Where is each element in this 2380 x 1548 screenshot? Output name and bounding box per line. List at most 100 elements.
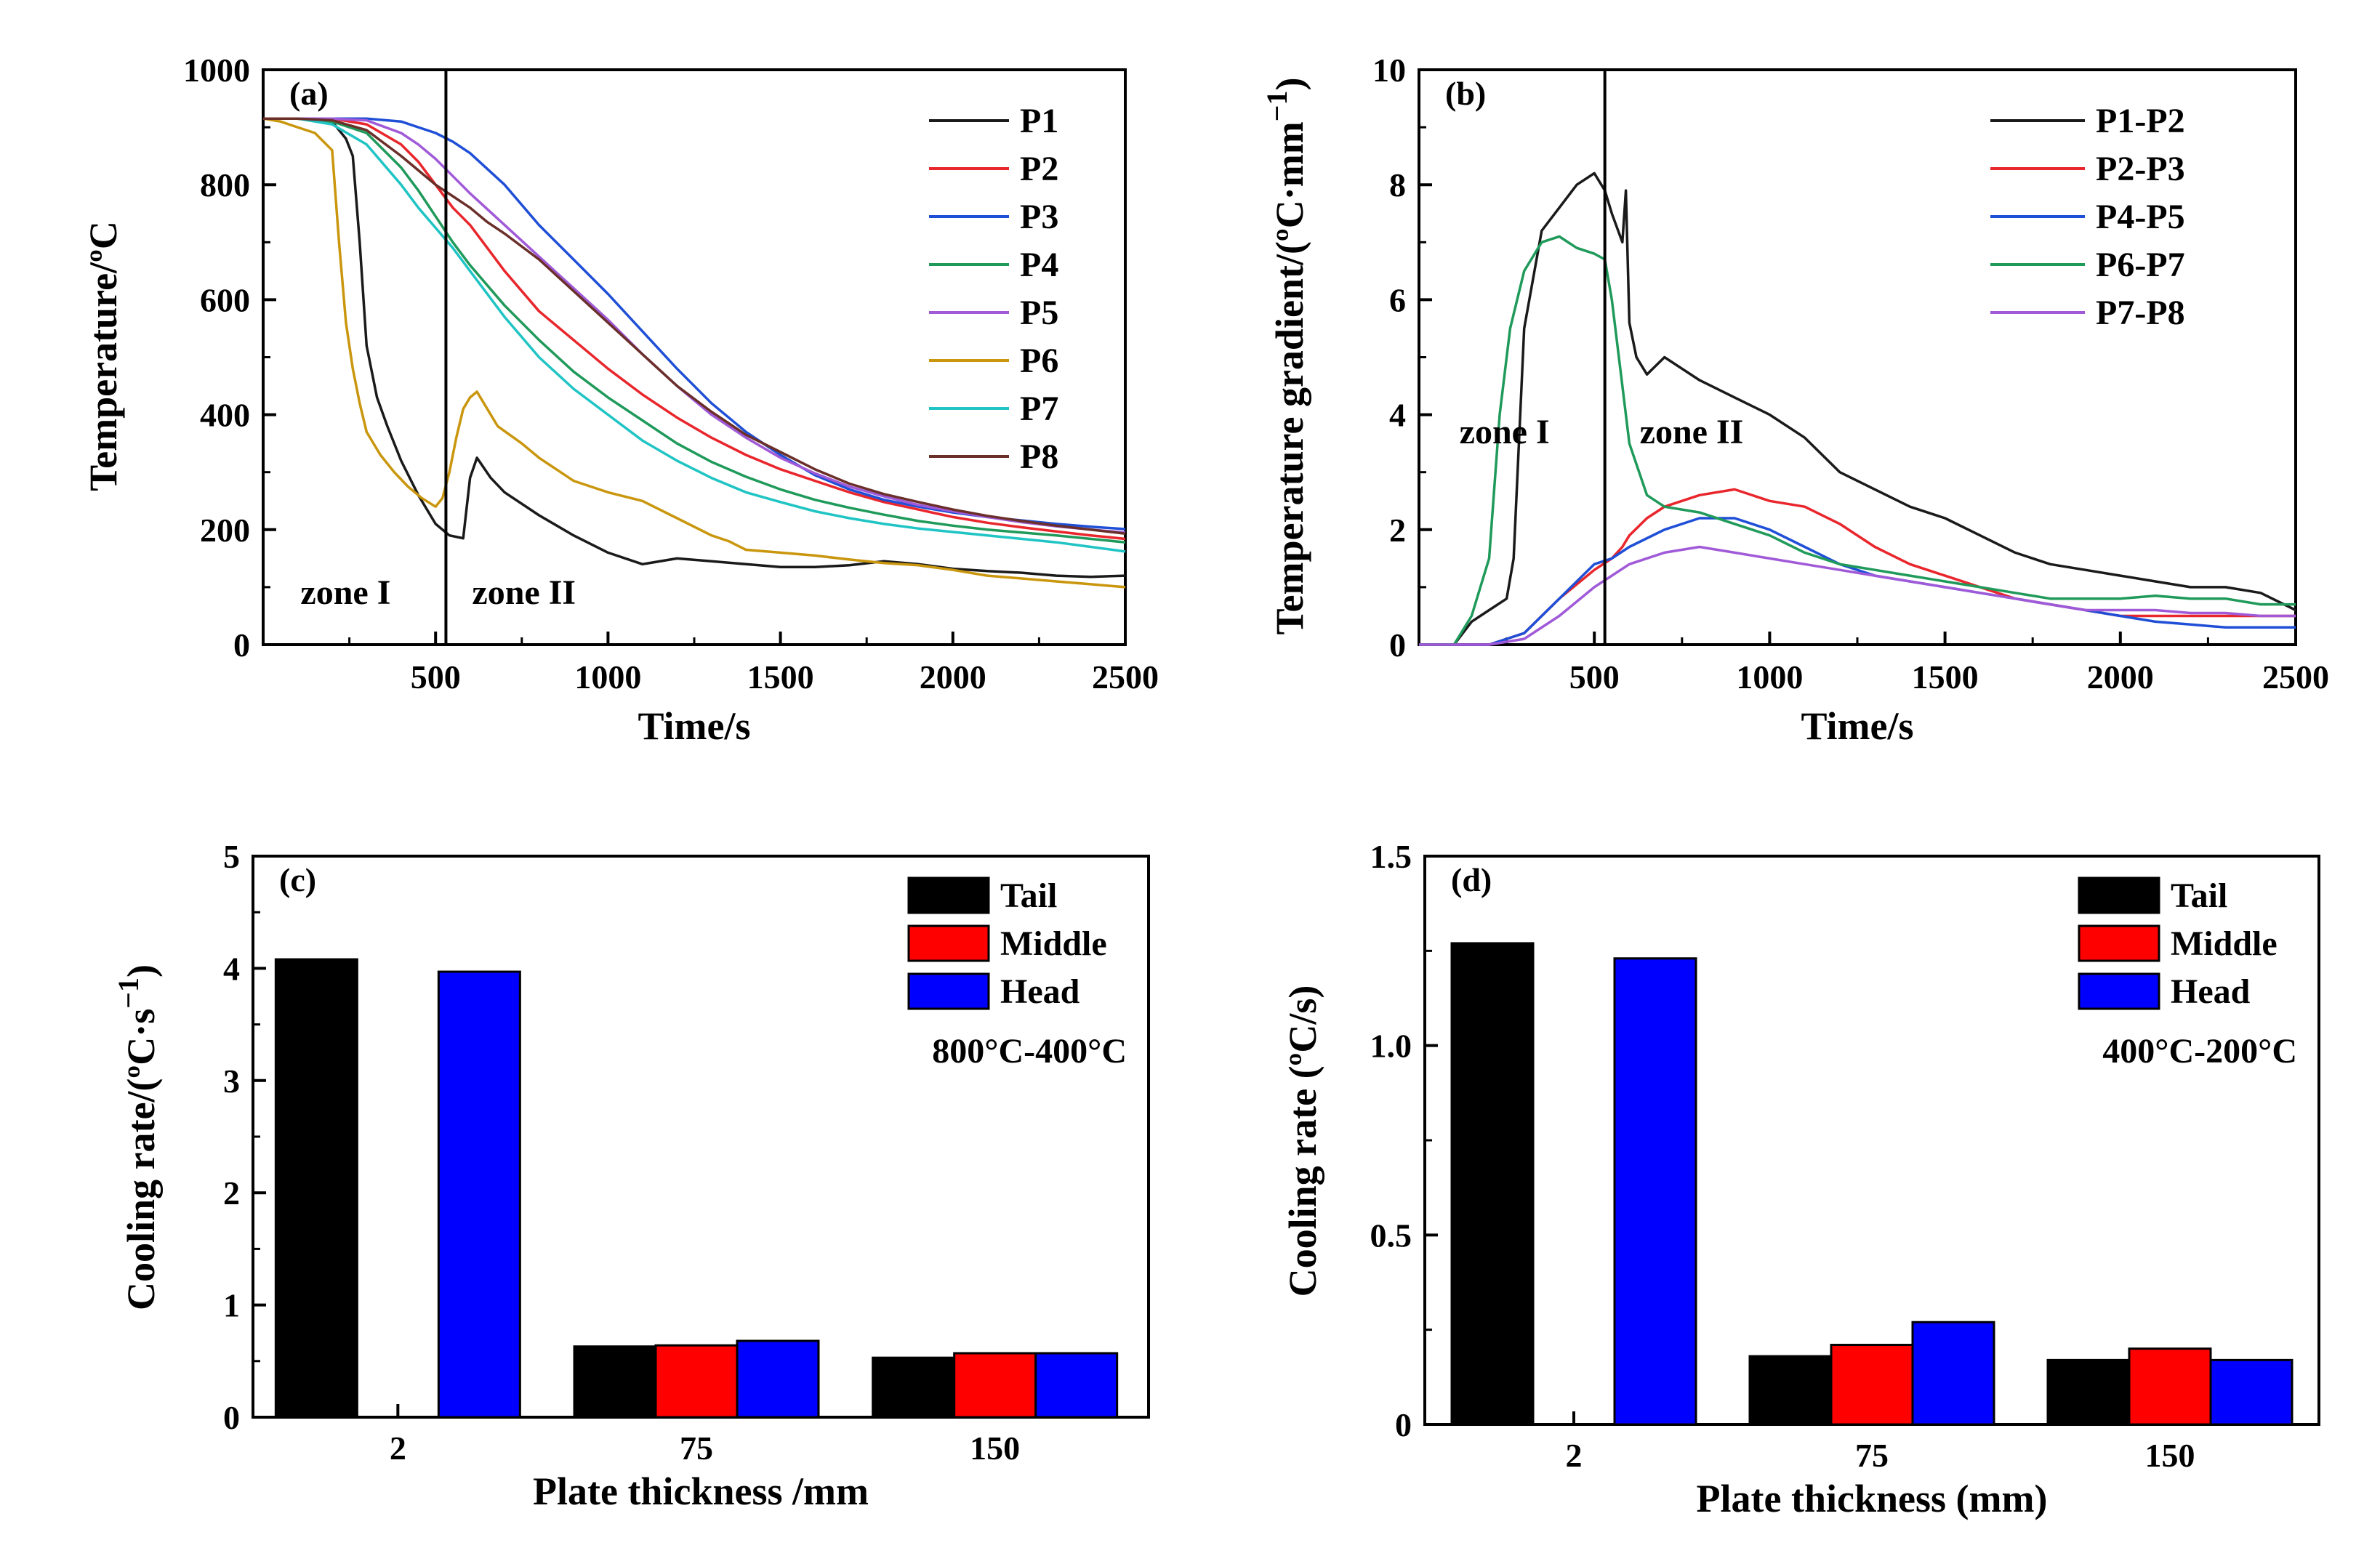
- bar-head-150: [1034, 1352, 1119, 1419]
- legend-label: P6-P7: [2096, 246, 2185, 284]
- y-axis-label-text: Temperature/ºC: [81, 221, 125, 491]
- y-tick-label: 3: [223, 1063, 240, 1100]
- bar-tail-150: [2046, 1358, 2131, 1426]
- bar-head-75: [736, 1339, 820, 1419]
- legend-label: P7: [1020, 390, 1058, 428]
- y-tick-label: 4: [1389, 397, 1406, 434]
- series-line-p7-p8: [1419, 545, 2296, 646]
- x-tick-label: 150: [970, 1430, 1020, 1467]
- bar-middle-150: [2128, 1347, 2212, 1426]
- y-tick-label: 1.5: [1370, 838, 1412, 875]
- y-tick-label: 2: [223, 1174, 240, 1212]
- x-axis-label: Plate thickness /mm: [533, 1470, 869, 1513]
- y-tick-label: 5: [223, 838, 240, 875]
- legend-swatch-middle: [2078, 924, 2160, 962]
- legend-label: Middle: [1000, 924, 1107, 963]
- x-tick-label: 75: [1855, 1437, 1889, 1474]
- zone-label-left: zone I: [1460, 413, 1550, 451]
- x-tick-label: 2500: [1092, 658, 1159, 696]
- bar-tail-75: [573, 1345, 657, 1419]
- y-axis-label: Temperature/ºC: [81, 221, 125, 491]
- panel-d-cooling-rate-chart: (d) 0 0.5 1.0 1.5 2 75 150 Tail Middle Head 400°C-2…: [1281, 838, 2320, 1520]
- legend-label: P3: [1020, 198, 1058, 236]
- x-tick-label: 150: [2145, 1437, 2195, 1474]
- bar-head-150: [2209, 1358, 2293, 1426]
- panel-b-gradient-chart: (b) 0 2 4 6 8 10 500 1000 1500 2000 2500 zone I zone …: [1261, 52, 2329, 748]
- bar-tail-75: [1748, 1355, 1833, 1426]
- y-axis-label: Cooling rate (ºC/s): [1281, 985, 1324, 1297]
- series-line-p8: [263, 117, 1126, 536]
- panel-label: (a): [289, 75, 329, 112]
- y-axis-label: Cooling rate/(ºC·s−1): [112, 964, 163, 1310]
- bar-middle-150: [953, 1352, 1037, 1419]
- y-tick-label: 600: [200, 281, 250, 318]
- temperature-range-annotation: 800°C-400°C: [932, 1032, 1127, 1071]
- y-axis-label-text: Temperature gradient/(ºC·mm: [1268, 121, 1311, 634]
- y-tick-label: 0: [1395, 1406, 1412, 1443]
- bar-tail-2: [1450, 942, 1535, 1426]
- legend-swatch-head: [907, 972, 990, 1010]
- x-tick-label: 1000: [1736, 658, 1803, 696]
- legend-label: Head: [1000, 972, 1080, 1011]
- y-tick-label: 800: [200, 166, 250, 203]
- panel-c-cooling-rate-chart: (c) 0 1 2 3 4 5 2 75 150 Tail Middle Head 800°C-400°C…: [112, 838, 1150, 1513]
- series-line-p2: [263, 117, 1126, 541]
- x-tick-label: 1000: [574, 658, 641, 696]
- x-tick-label: 1500: [747, 658, 814, 696]
- legend-label: P2: [1020, 150, 1058, 188]
- bar-middle-75: [654, 1344, 739, 1419]
- series-line-p7: [263, 117, 1126, 553]
- y-axis-label: Temperature gradient/(ºC·mm−1): [1261, 78, 1311, 635]
- y-axis-label-text: Cooling rate/(ºC·s: [119, 1009, 163, 1310]
- bar-head-75: [1911, 1321, 1995, 1426]
- legend-label: Tail: [2171, 876, 2227, 915]
- y-tick-label: 0: [233, 626, 250, 664]
- legend-swatch-tail: [907, 876, 990, 914]
- x-tick-label: 2000: [920, 658, 986, 696]
- x-tick-label: 2500: [2262, 658, 2329, 696]
- y-tick-label: 1000: [183, 52, 250, 89]
- legend-label: P1: [1020, 102, 1058, 140]
- y-axis-label-close: ): [1268, 78, 1311, 91]
- legend-label: P4-P5: [2096, 198, 2185, 236]
- zone-label-left: zone I: [300, 573, 390, 612]
- series-line-p4: [263, 117, 1126, 544]
- y-axis-label-exponent: −1: [1261, 90, 1293, 121]
- x-tick-label: 500: [1569, 658, 1620, 696]
- series-line-p2-p3: [1419, 488, 2296, 646]
- x-tick-label: 1500: [1912, 658, 1979, 696]
- bar-tail-2: [274, 958, 358, 1419]
- legend-label: Middle: [2171, 924, 2278, 963]
- x-tick-label: 2: [1566, 1437, 1583, 1474]
- legend-label: P8: [1020, 438, 1058, 476]
- x-axis-label: Time/s: [1801, 704, 1913, 748]
- bar-tail-150: [872, 1356, 956, 1419]
- series-line-p1-p2: [1419, 172, 2296, 646]
- legend-label: P2-P3: [2096, 150, 2185, 188]
- x-tick-label: 75: [680, 1430, 713, 1467]
- legend-label: P4: [1020, 246, 1058, 284]
- y-axis-label-close: ): [119, 964, 163, 977]
- y-tick-label: 6: [1389, 281, 1406, 318]
- panel-a-temperature-chart: (a) 0 200 400 600 800 1000 500 1000 1500 2000 2500 z…: [81, 52, 1159, 748]
- legend-label: P1-P2: [2096, 102, 2185, 140]
- series-line-p6: [262, 117, 1126, 589]
- y-tick-label: 400: [200, 397, 250, 434]
- bar-head-2: [1613, 957, 1697, 1426]
- panel-label: (c): [279, 861, 316, 898]
- legend-swatch-tail: [2078, 876, 2160, 914]
- y-axis-label-exponent: −1: [112, 977, 145, 1009]
- legend-swatch-head: [2078, 972, 2160, 1010]
- y-tick-label: 0.5: [1370, 1217, 1412, 1254]
- legend-swatch-middle: [907, 924, 990, 962]
- series-line-p6-p7: [1419, 235, 2296, 646]
- zone-label-right: zone II: [1640, 413, 1744, 451]
- y-tick-label: 4: [223, 950, 240, 987]
- y-tick-label: 200: [200, 512, 250, 549]
- bar-head-2: [437, 970, 521, 1419]
- x-tick-label: 500: [411, 658, 461, 696]
- zone-label-right: zone II: [472, 573, 576, 612]
- bar-middle-75: [1830, 1344, 1914, 1426]
- legend-label: P6: [1020, 342, 1058, 380]
